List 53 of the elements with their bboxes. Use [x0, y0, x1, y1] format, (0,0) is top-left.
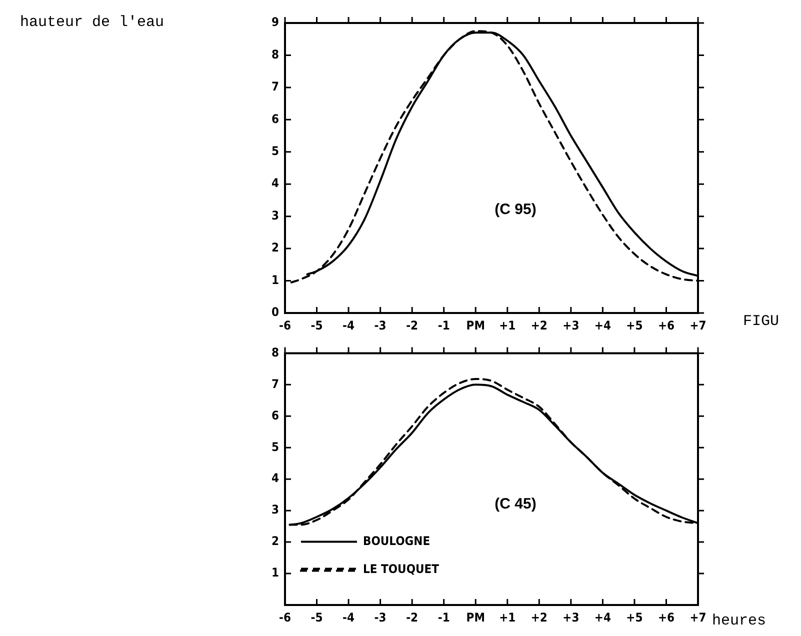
x-tick-label: +7	[690, 610, 706, 624]
y-tick-label: 5	[271, 440, 279, 454]
y-tick-label: 1	[271, 272, 279, 287]
y-tick-label: 6	[271, 408, 279, 422]
x-tick-label: -1	[438, 318, 450, 332]
x-tick-label: +4	[594, 610, 612, 624]
x-tick-label: -2	[406, 318, 418, 332]
y-tick-label: 3	[271, 502, 279, 517]
x-tick-label: -4	[342, 610, 356, 624]
y-tick-label: 5	[271, 144, 279, 158]
y-tick-label: 8	[271, 345, 279, 360]
x-tick-label: +6	[658, 610, 675, 624]
y-tick-label: 4	[271, 176, 280, 190]
y-axis-title: hauteur de l'eau	[20, 14, 164, 31]
y-tick-label: 2	[271, 534, 279, 548]
annotation: (C 45)	[494, 495, 536, 512]
y-tick-label: 4	[271, 471, 280, 486]
x-tick-label: +5	[626, 610, 643, 624]
x-tick-label: -5	[310, 318, 323, 332]
x-tick-label: +6	[658, 318, 675, 332]
y-tick-label: 3	[271, 208, 279, 222]
y-tick-label: 6	[271, 112, 279, 126]
x-tick-label: +3	[562, 318, 580, 332]
x-tick-label: -1	[438, 610, 450, 624]
x-tick-label: +1	[499, 318, 516, 332]
x-tick-label: +7	[690, 318, 706, 332]
x-tick-label: +2	[530, 610, 548, 624]
annotation: (C 95)	[494, 201, 536, 218]
y-tick-label: 9	[271, 15, 279, 30]
y-tick-label: 7	[271, 376, 279, 391]
x-tick-label: -6	[279, 318, 291, 332]
x-tick-label: +2	[530, 318, 548, 332]
x-tick-label: -5	[310, 610, 323, 624]
y-tick-label: 0	[271, 305, 279, 320]
x-tick-label: +5	[626, 318, 643, 332]
y-tick-label: 8	[271, 47, 279, 62]
x-tick-label: PM	[466, 318, 485, 332]
y-tick-label: 1	[271, 566, 279, 580]
x-tick-label: -3	[374, 318, 386, 332]
x-axis-title: heures	[712, 612, 766, 630]
x-tick-label: PM	[466, 610, 485, 624]
x-tick-label: +4	[594, 318, 612, 332]
x-tick-label: -3	[374, 610, 386, 624]
x-tick-label: +1	[499, 610, 516, 624]
x-tick-label: +3	[562, 610, 580, 624]
x-tick-label: -6	[279, 610, 291, 624]
text: FIGU	[743, 312, 780, 330]
y-tick-label: 2	[271, 240, 279, 255]
legend-label: BOULOGNE	[363, 534, 430, 548]
legend-label: LE TOUQUET	[363, 562, 440, 576]
x-tick-label: -2	[406, 610, 418, 624]
y-tick-label: 7	[271, 80, 279, 94]
x-tick-label: -4	[342, 318, 356, 332]
